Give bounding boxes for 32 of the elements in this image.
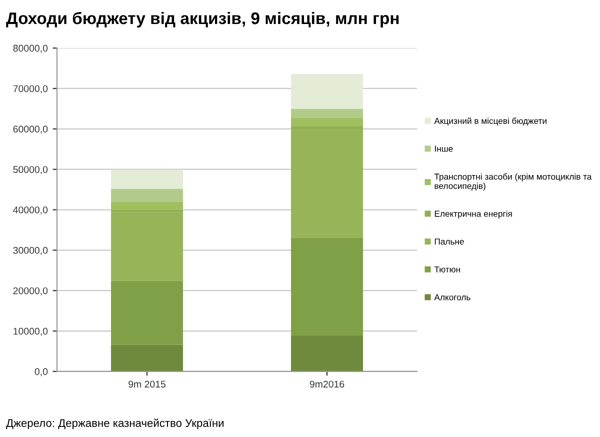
y-tick-label: 40000,0 (13, 206, 48, 215)
legend-label: Тютюн (434, 266, 460, 272)
y-tick-label: 30000,0 (13, 246, 48, 255)
y-tick-label: 50000,0 (13, 166, 48, 174)
bar (291, 335, 363, 372)
bar (291, 238, 363, 336)
bar (111, 202, 183, 210)
legend-label: Інше (435, 146, 453, 152)
legend-label: Акцизний в місцеві бюджети (434, 117, 546, 126)
y-tick-label: 80000,0 (13, 44, 48, 53)
y-tick-label: 60000,0 (13, 126, 48, 134)
y-tick-label: 0,0 (34, 368, 48, 376)
x-tick-label: 9m 2015 (128, 380, 166, 388)
bar (111, 280, 183, 345)
y-tick-label: 70000,0 (13, 85, 48, 94)
legend-label: Транспортні засоби (крім мотоциклів та велосипедів) (434, 173, 592, 191)
legend-label: Алкоголь (434, 294, 470, 300)
bar (291, 128, 363, 238)
bar (111, 212, 183, 281)
text: Джерело: Державне казначейство України (6, 418, 224, 430)
bar (111, 188, 183, 202)
legend-label: Електрична енергія (434, 210, 512, 218)
bar (291, 118, 363, 126)
y-tick-label: 20000,0 (13, 287, 48, 296)
bar (291, 108, 363, 118)
bar (111, 170, 183, 189)
y-tick-label: 10000,0 (14, 328, 48, 336)
legend-label: Пальне (434, 238, 464, 245)
bar (111, 344, 183, 372)
x-tick-label: 9m2016 (310, 380, 344, 388)
bar (291, 74, 363, 109)
chart-title: Доходи бюджету від акцизів, 9 місяців, млн грн (6, 12, 399, 28)
